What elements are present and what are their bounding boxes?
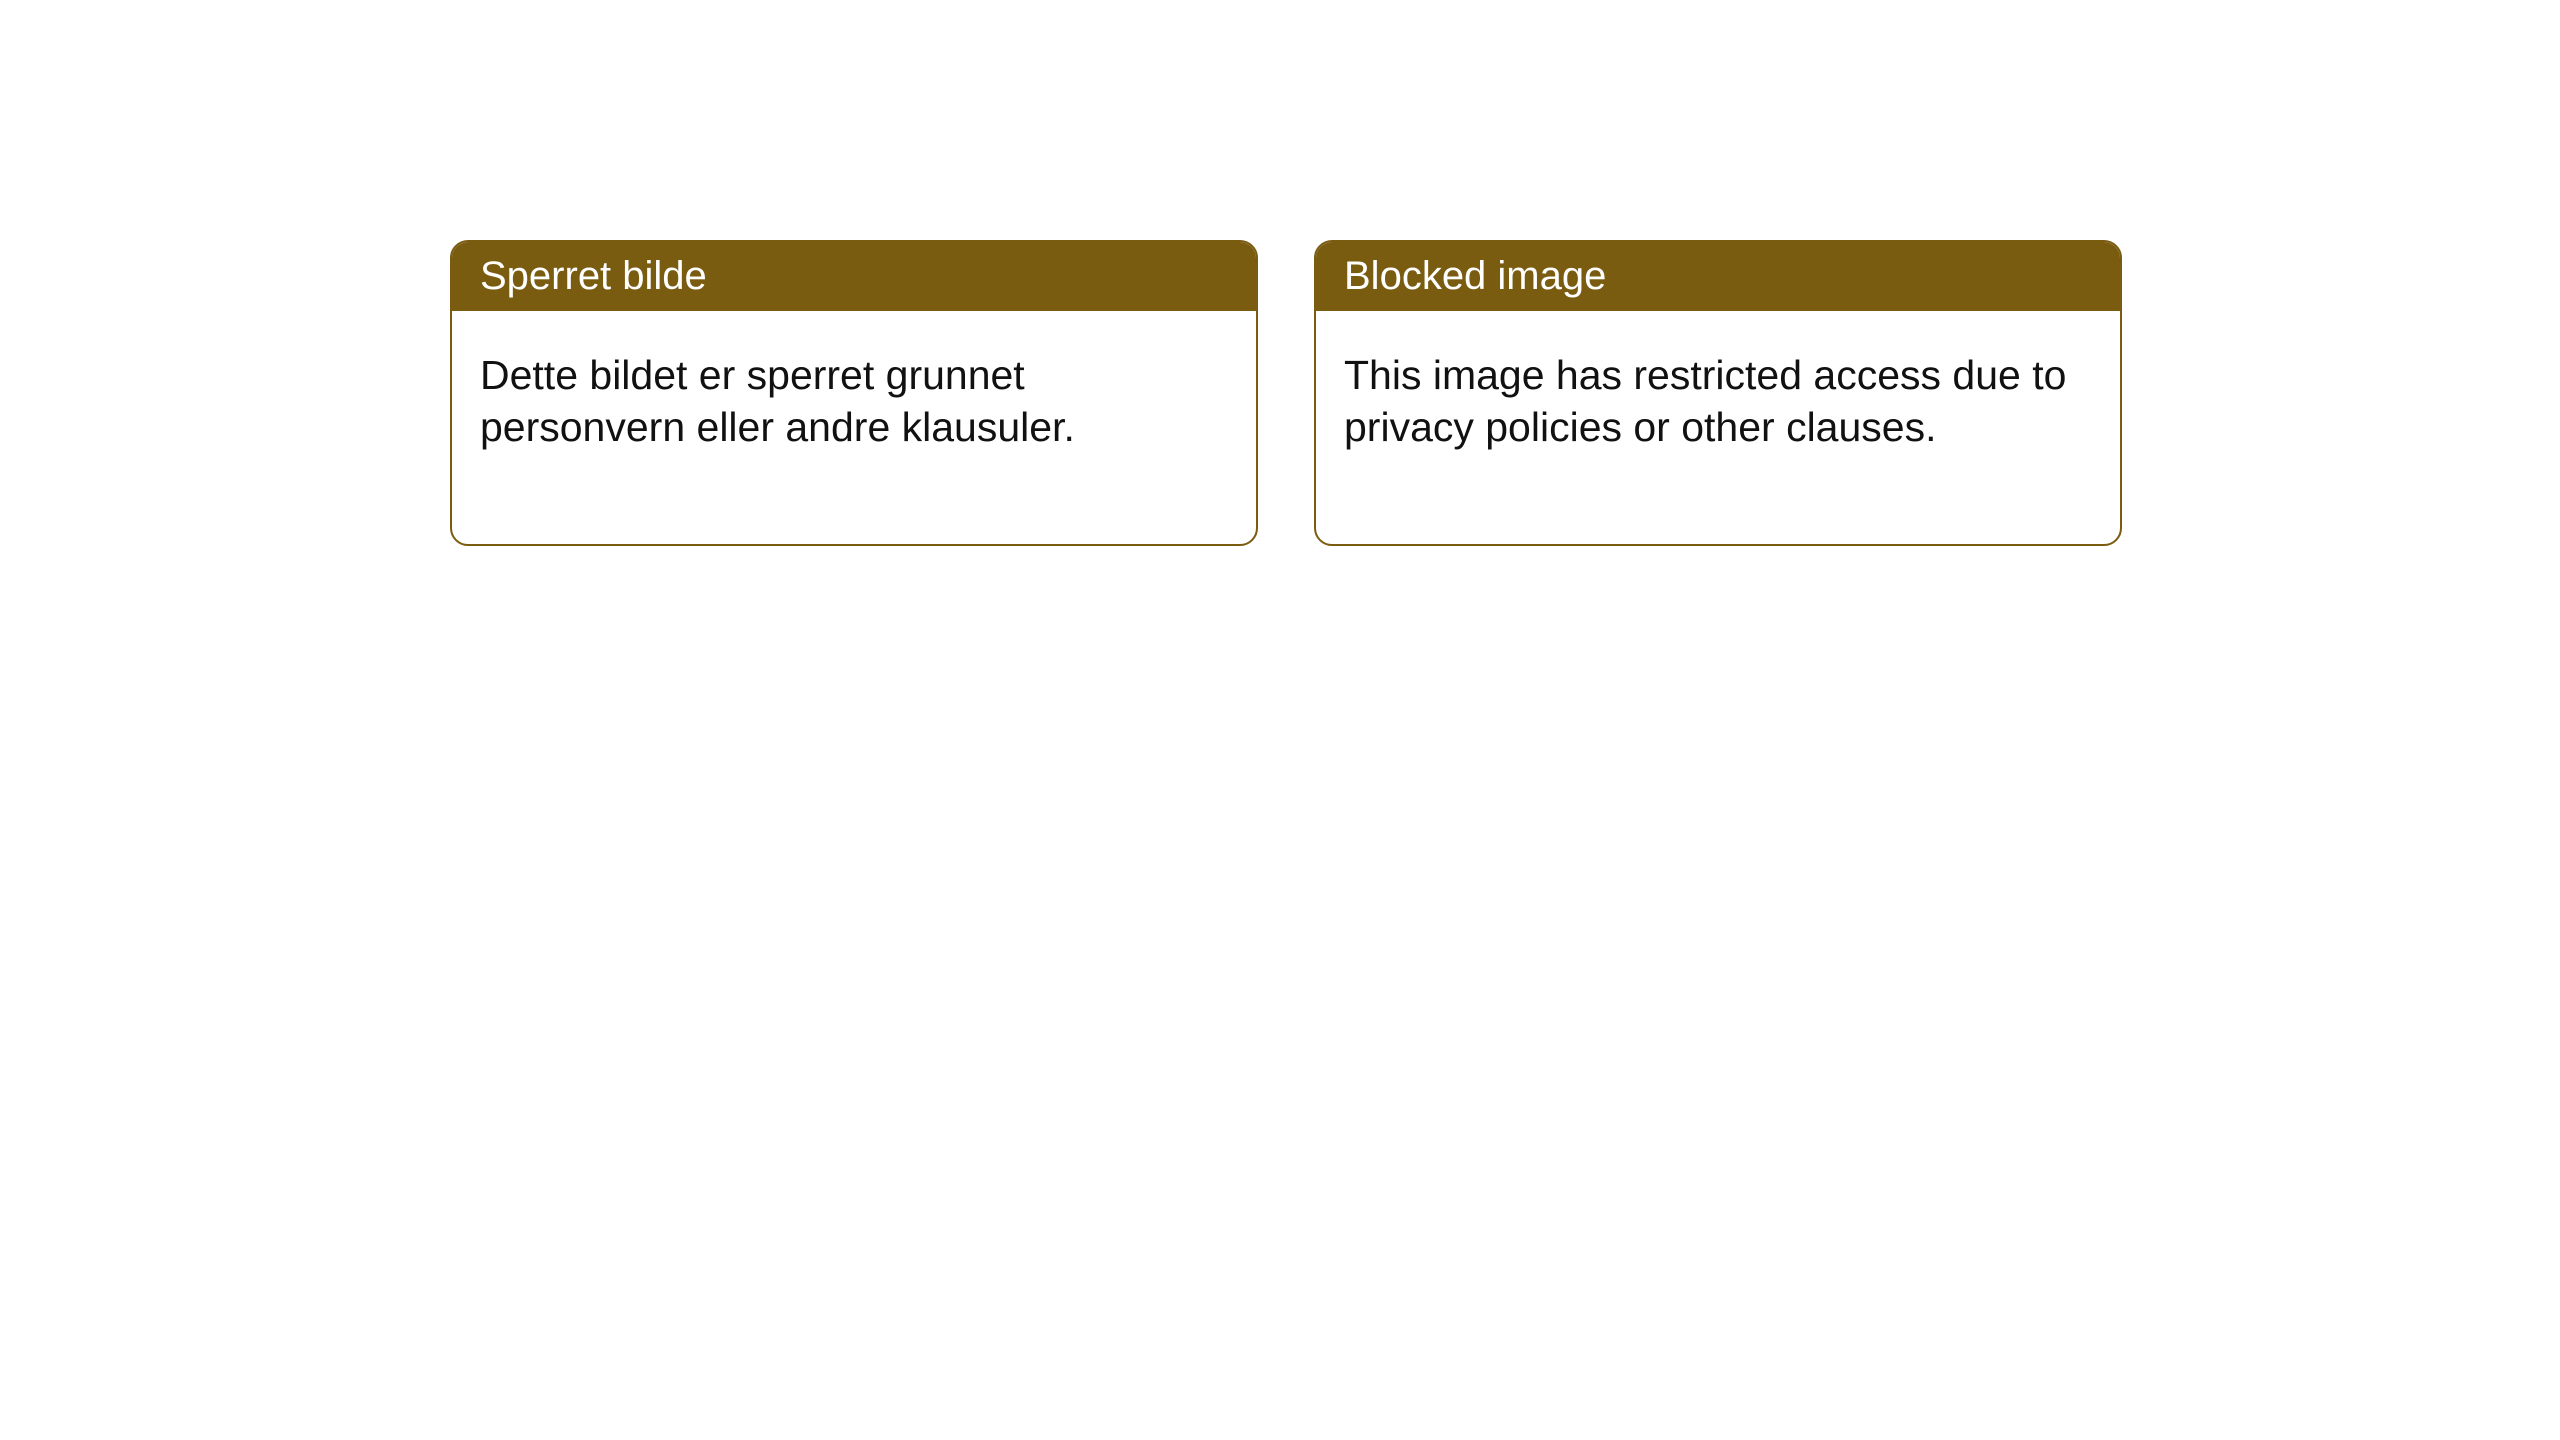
blocked-image-cards: Sperret bilde Dette bildet er sperret gr…	[450, 240, 2560, 546]
blocked-image-card-no: Sperret bilde Dette bildet er sperret gr…	[450, 240, 1258, 546]
blocked-image-card-en: Blocked image This image has restricted …	[1314, 240, 2122, 546]
card-header-no: Sperret bilde	[452, 242, 1256, 311]
card-body-no: Dette bildet er sperret grunnet personve…	[452, 311, 1256, 544]
card-header-en: Blocked image	[1316, 242, 2120, 311]
card-body-en: This image has restricted access due to …	[1316, 311, 2120, 544]
